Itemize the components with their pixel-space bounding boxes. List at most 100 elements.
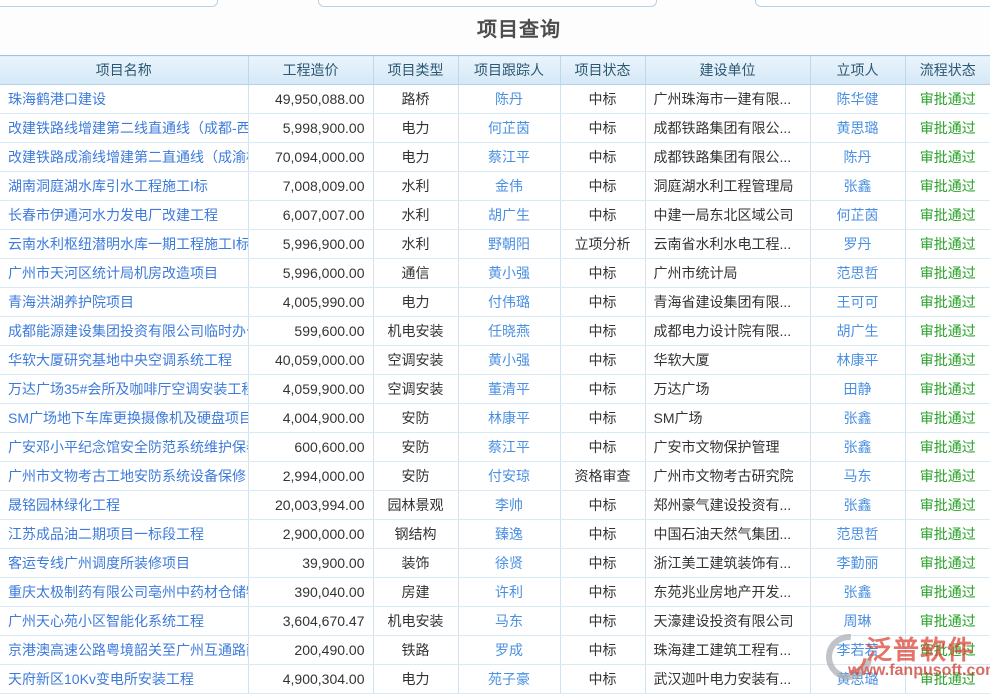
project-name-link[interactable]: 云南水利枢纽潜明水库一期工程施工I标 xyxy=(0,229,248,259)
flow-status-link[interactable]: 审批通过 xyxy=(904,664,990,694)
project-name-link[interactable]: SM广场地下车库更换摄像机及硬盘项目 xyxy=(0,403,248,433)
project-type-value: 园林景观 xyxy=(372,490,458,520)
project-tracker-link[interactable]: 任晓燕 xyxy=(457,316,560,346)
project-initiator-link[interactable]: 陈丹 xyxy=(809,142,905,172)
flow-status-link[interactable]: 审批通过 xyxy=(904,548,990,578)
project-tracker-link[interactable]: 李帅 xyxy=(457,490,560,520)
project-type-value: 铁路 xyxy=(372,635,458,665)
project-initiator-link[interactable]: 罗丹 xyxy=(809,229,905,259)
project-initiator-link[interactable]: 王可可 xyxy=(809,287,905,317)
flow-status-link[interactable]: 审批通过 xyxy=(904,142,990,172)
flow-status-link[interactable]: 审批通过 xyxy=(904,403,990,433)
project-tracker-link[interactable]: 野朝阳 xyxy=(457,229,560,259)
flow-status-link[interactable]: 审批通过 xyxy=(904,490,990,520)
project-initiator-link[interactable]: 何芷茵 xyxy=(809,200,905,230)
project-name-link[interactable]: 广州市天河区统计局机房改造项目 xyxy=(0,258,248,288)
flow-status-link[interactable]: 审批通过 xyxy=(904,374,990,404)
project-tracker-link[interactable]: 黄小强 xyxy=(457,258,560,288)
top-cropped-field-1[interactable] xyxy=(0,0,218,7)
project-initiator-link[interactable]: 张鑫 xyxy=(809,403,905,433)
project-name-link[interactable]: 广州市文物考古工地安防系统设备保修 xyxy=(0,461,248,491)
flow-status-link[interactable]: 审批通过 xyxy=(904,461,990,491)
table-row: 广州天心苑小区智能化系统工程 3,604,670.47 机电安装 马东 中标 天… xyxy=(0,606,990,636)
table-row: 珠海鹤港口建设 49,950,088.00 路桥 陈丹 中标 广州珠海市一建有限… xyxy=(0,84,990,114)
project-name-link[interactable]: 长春市伊通河水力发电厂改建工程 xyxy=(0,200,248,230)
project-name-link[interactable]: 京港澳高速公路粤境韶关至广州互通路面改 xyxy=(0,635,248,665)
flow-status-link[interactable]: 审批通过 xyxy=(904,635,990,665)
project-name-link[interactable]: 华软大厦研究基地中央空调系统工程 xyxy=(0,345,248,375)
project-name-link[interactable]: 珠海鹤港口建设 xyxy=(0,84,248,114)
project-initiator-link[interactable]: 李若若 xyxy=(809,635,905,665)
project-initiator-link[interactable]: 黄思璐 xyxy=(809,113,905,143)
project-initiator-link[interactable]: 范思哲 xyxy=(809,258,905,288)
project-tracker-link[interactable]: 何芷茵 xyxy=(457,113,560,143)
project-tracker-link[interactable]: 林康平 xyxy=(457,403,560,433)
flow-status-link[interactable]: 审批通过 xyxy=(904,258,990,288)
project-name-link[interactable]: 江苏成品油二期项目一标段工程 xyxy=(0,519,248,549)
project-name-link[interactable]: 湖南洞庭湖水库引水工程施工I标 xyxy=(0,171,248,201)
flow-status-link[interactable]: 审批通过 xyxy=(904,200,990,230)
flow-status-link[interactable]: 审批通过 xyxy=(904,113,990,143)
project-tracker-link[interactable]: 董清平 xyxy=(457,374,560,404)
page-title: 项目查询 xyxy=(477,19,561,41)
project-name-link[interactable]: 重庆太极制药有限公司亳州中药材仓储物流 xyxy=(0,577,248,607)
project-tracker-link[interactable]: 付伟璐 xyxy=(457,287,560,317)
project-initiator-link[interactable]: 张鑫 xyxy=(809,577,905,607)
project-tracker-link[interactable]: 蔡江平 xyxy=(457,142,560,172)
project-tracker-link[interactable]: 蔡江平 xyxy=(457,432,560,462)
project-type-value: 通信 xyxy=(372,258,458,288)
project-initiator-link[interactable]: 马东 xyxy=(809,461,905,491)
project-initiator-link[interactable]: 张鑫 xyxy=(809,171,905,201)
flow-status-link[interactable]: 审批通过 xyxy=(904,577,990,607)
project-tracker-link[interactable]: 罗成 xyxy=(457,635,560,665)
flow-status-link[interactable]: 审批通过 xyxy=(904,519,990,549)
project-tracker-link[interactable]: 徐贤 xyxy=(457,548,560,578)
project-name-link[interactable]: 改建铁路成渝线增建第二直通线（成渝枢纽 xyxy=(0,142,248,172)
project-tracker-link[interactable]: 付安琼 xyxy=(457,461,560,491)
flow-status-link[interactable]: 审批通过 xyxy=(904,84,990,114)
flow-status-link[interactable]: 审批通过 xyxy=(904,606,990,636)
table-row: 江苏成品油二期项目一标段工程 2,900,000.00 钢结构 臻逸 中标 中国… xyxy=(0,519,990,549)
project-initiator-link[interactable]: 田静 xyxy=(809,374,905,404)
project-initiator-link[interactable]: 胡广生 xyxy=(809,316,905,346)
flow-status-link[interactable]: 审批通过 xyxy=(904,229,990,259)
flow-status-link[interactable]: 审批通过 xyxy=(904,316,990,346)
project-tracker-link[interactable]: 黄小强 xyxy=(457,345,560,375)
project-name-link[interactable]: 客运专线广州调度所装修项目 xyxy=(0,548,248,578)
project-name-link[interactable]: 广州天心苑小区智能化系统工程 xyxy=(0,606,248,636)
project-status-value: 中标 xyxy=(559,432,645,462)
flow-status-link[interactable]: 审批通过 xyxy=(904,171,990,201)
project-initiator-link[interactable]: 周琳 xyxy=(809,606,905,636)
project-status-value: 中标 xyxy=(559,345,645,375)
project-initiator-link[interactable]: 张鑫 xyxy=(809,490,905,520)
project-name-link[interactable]: 成都能源建设集团投资有限公司临时办公场 xyxy=(0,316,248,346)
project-initiator-link[interactable]: 林康平 xyxy=(809,345,905,375)
project-initiator-link[interactable]: 范思哲 xyxy=(809,519,905,549)
project-name-link[interactable]: 晟铭园林绿化工程 xyxy=(0,490,248,520)
table-row: 改建铁路线增建第二线直通线（成都-西安 5,998,900.00 电力 何芷茵 … xyxy=(0,113,990,143)
project-tracker-link[interactable]: 许利 xyxy=(457,577,560,607)
flow-status-link[interactable]: 审批通过 xyxy=(904,345,990,375)
project-tracker-link[interactable]: 金伟 xyxy=(457,171,560,201)
project-tracker-link[interactable]: 马东 xyxy=(457,606,560,636)
project-type-value: 水利 xyxy=(372,229,458,259)
project-tracker-link[interactable]: 臻逸 xyxy=(457,519,560,549)
project-tracker-link[interactable]: 苑子豪 xyxy=(457,664,560,694)
project-tracker-link[interactable]: 胡广生 xyxy=(457,200,560,230)
project-name-link[interactable]: 广安邓小平纪念馆安全防范系统维护保养项 xyxy=(0,432,248,462)
top-cropped-field-3[interactable] xyxy=(755,0,990,7)
project-type-value: 电力 xyxy=(372,113,458,143)
project-status-value: 中标 xyxy=(559,113,645,143)
project-initiator-link[interactable]: 李勤丽 xyxy=(809,548,905,578)
project-tracker-link[interactable]: 陈丹 xyxy=(457,84,560,114)
project-name-link[interactable]: 改建铁路线增建第二线直通线（成都-西安 xyxy=(0,113,248,143)
project-initiator-link[interactable]: 陈华健 xyxy=(809,84,905,114)
project-initiator-link[interactable]: 张鑫 xyxy=(809,432,905,462)
project-name-link[interactable]: 万达广场35#会所及咖啡厅空调安装工程 xyxy=(0,374,248,404)
project-name-link[interactable]: 天府新区10Kv变电所安装工程 xyxy=(0,664,248,694)
flow-status-link[interactable]: 审批通过 xyxy=(904,287,990,317)
flow-status-link[interactable]: 审批通过 xyxy=(904,432,990,462)
project-name-link[interactable]: 青海洪湖养护院项目 xyxy=(0,287,248,317)
project-initiator-link[interactable]: 黄思璐 xyxy=(809,664,905,694)
top-cropped-field-2[interactable] xyxy=(318,0,657,7)
